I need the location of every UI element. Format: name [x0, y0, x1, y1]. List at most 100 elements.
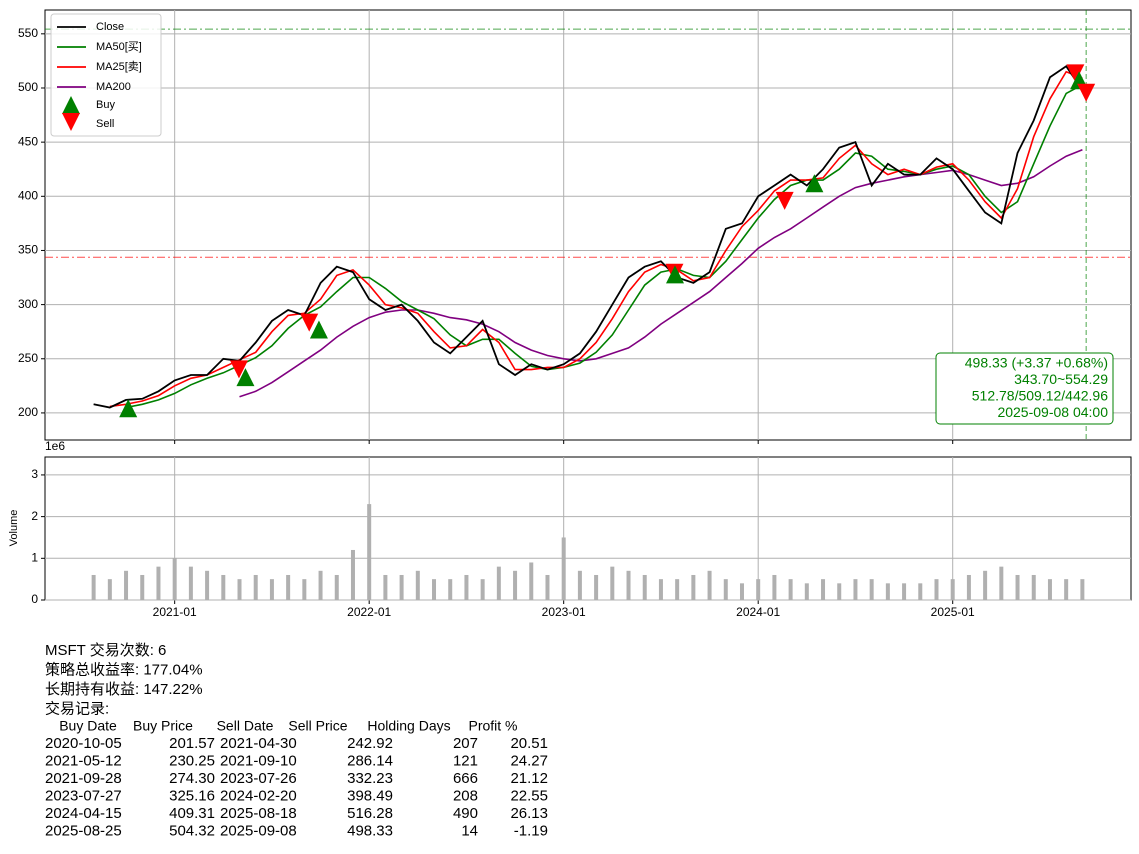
volume-bar: [950, 579, 955, 600]
volume-bar: [1080, 579, 1085, 600]
sell-marker: [775, 191, 794, 210]
volume-bar: [156, 566, 161, 600]
y-tick-label: 550: [18, 26, 38, 40]
table-cell: 2021-09-28: [45, 770, 122, 787]
info-text: 498.33 (+3.37 +0.68%): [965, 355, 1108, 371]
volume-bar: [399, 574, 404, 600]
volume-bar: [658, 579, 663, 600]
y-tick-label: 500: [18, 80, 38, 94]
table-cell: 2023-07-27: [45, 787, 122, 804]
price-frame: [44, 9, 1132, 441]
info-box: [935, 352, 1114, 425]
volume-bar: [691, 574, 696, 600]
buy-marker: [665, 265, 684, 284]
summary-line: 交易记录:: [45, 699, 109, 717]
volume-bar: [594, 574, 599, 600]
table-cell: 2024-02-20: [220, 787, 297, 804]
table-cell: 2025-09-08: [220, 822, 297, 839]
table-cell: 121: [453, 752, 478, 769]
y-tick-label: 200: [18, 405, 38, 419]
volume-bar: [772, 574, 777, 600]
info-text: 343.70~554.29: [1014, 371, 1108, 387]
y-tick-label: 3: [31, 467, 38, 481]
volume-bar: [367, 504, 372, 600]
table-header: Holding Days: [367, 718, 450, 734]
volume-bar: [188, 566, 193, 600]
table-cell: 2025-08-18: [220, 805, 297, 822]
table-cell: 325.16: [169, 787, 215, 804]
volume-bar: [707, 570, 712, 600]
volume-bar: [480, 579, 485, 600]
x-tick-label: 2021-01: [153, 605, 197, 619]
volume-bar: [902, 583, 907, 600]
table-cell: 22.55: [510, 787, 548, 804]
volume-bar: [172, 558, 177, 600]
volume-bar: [642, 574, 647, 600]
sell-marker: [1066, 64, 1085, 83]
table-cell: 14: [461, 822, 478, 839]
table-cell: 26.13: [510, 805, 548, 822]
volume-bar: [286, 574, 291, 600]
volume-bar: [432, 579, 437, 600]
table-cell: 21.12: [510, 770, 548, 787]
volume-bar: [269, 579, 274, 600]
buy-marker: [805, 174, 824, 193]
y-tick-label: 0: [31, 592, 38, 606]
legend-label: Sell: [96, 118, 114, 130]
table-cell: 490: [453, 805, 478, 822]
legend-label: Buy: [96, 99, 115, 111]
table-cell: 2025-08-25: [45, 822, 122, 839]
table-cell: 20.51: [510, 735, 548, 752]
table-cell: 504.32: [169, 822, 215, 839]
table-header: Buy Price: [133, 718, 193, 734]
price-line: [239, 148, 1083, 398]
volume-bar: [853, 579, 858, 600]
table-cell: 398.49: [347, 787, 393, 804]
volume-bar: [318, 570, 323, 600]
volume-bar: [496, 566, 501, 600]
info-text: 512.78/509.12/442.96: [972, 388, 1108, 404]
y-tick-label: 2: [31, 509, 38, 523]
table-cell: 208: [453, 787, 478, 804]
table-cell: 2021-04-30: [220, 735, 297, 752]
buy-marker: [236, 368, 255, 387]
volume-bar: [1047, 579, 1052, 600]
sell-marker: [300, 313, 319, 332]
volume-bar: [415, 570, 420, 600]
price-line: [93, 65, 1084, 409]
volume-bar: [561, 537, 566, 600]
volume-bar: [837, 583, 842, 600]
summary-line: MSFT 交易次数: 6: [45, 641, 166, 659]
volume-bar: [966, 574, 971, 600]
table-cell: 666: [453, 770, 478, 787]
y-axis-label: Volume: [8, 510, 20, 547]
volume-bar: [675, 579, 680, 600]
volume-bar: [464, 574, 469, 600]
volume-bar: [577, 570, 582, 600]
volume-bar: [723, 579, 728, 600]
volume-bar: [529, 562, 534, 600]
legend-swatch: [62, 96, 80, 114]
table-cell: 207: [453, 735, 478, 752]
table-cell: 286.14: [347, 752, 393, 769]
summary-line: 长期持有收益: 147.22%: [45, 681, 203, 698]
volume-bar: [513, 570, 518, 600]
volume-bar: [107, 579, 112, 600]
table-cell: 242.92: [347, 735, 393, 752]
table-cell: 516.28: [347, 805, 393, 822]
volume-bar: [983, 570, 988, 600]
volume-bar: [1064, 579, 1069, 600]
volume-bar: [626, 570, 631, 600]
summary-line: 策略总收益率: 177.04%: [45, 661, 203, 678]
y-tick-label: 350: [18, 243, 38, 257]
table-cell: 2021-05-12: [45, 752, 122, 769]
table-cell: 2020-10-05: [45, 735, 122, 752]
volume-bar: [821, 579, 826, 600]
x-tick-label: 2023-01: [542, 605, 586, 619]
table-cell: 332.23: [347, 770, 393, 787]
info-text: 2025-09-08 04:00: [997, 404, 1108, 420]
table-cell: 2024-04-15: [45, 805, 122, 822]
x-tick-label: 2022-01: [347, 605, 391, 619]
volume-bar: [140, 574, 145, 600]
table-cell: 409.31: [169, 805, 215, 822]
